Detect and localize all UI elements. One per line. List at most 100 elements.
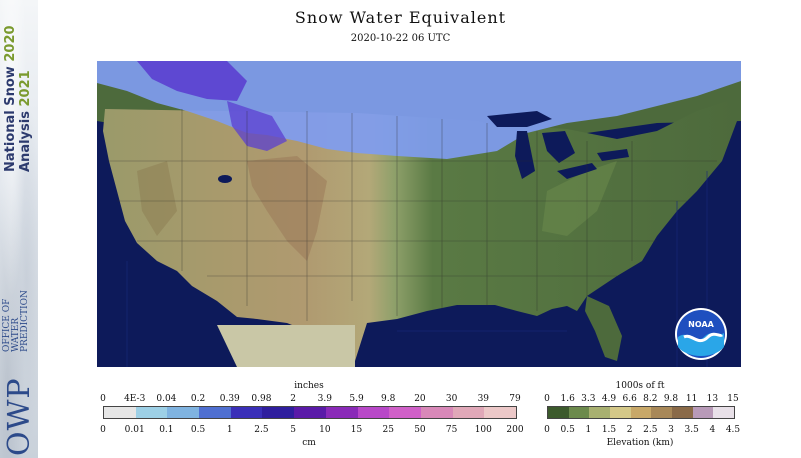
swe-inches-tick-label: 20: [414, 394, 426, 404]
snow-map: [97, 61, 741, 367]
swe-cm-tick-label: 25: [382, 425, 394, 435]
banner-line-2: Analysis 2021: [18, 70, 33, 172]
noaa-logo: NOAA: [675, 308, 727, 360]
elev-swatch: [589, 407, 611, 418]
elev-swatch: [610, 407, 631, 418]
swe-swatch: [357, 407, 390, 418]
banner-background: [0, 0, 38, 458]
swe-cm-tick-label: 75: [445, 425, 458, 435]
elev-km-tick-label: 3.5: [684, 425, 699, 435]
swe-cm-tick-label: 200: [506, 425, 524, 435]
swe-inches-tick-label: 0.04: [156, 394, 177, 404]
sierra-nevada: [137, 161, 177, 236]
swe-swatch: [167, 407, 200, 418]
swe-cm-tick-label: 0.01: [124, 425, 145, 435]
swe-cm-tick-label: 0.5: [190, 425, 206, 435]
swe-cm-tick-label: 0: [100, 425, 106, 435]
elev-color-bar: [547, 406, 735, 419]
elev-swatch: [630, 407, 652, 418]
swe-cm-ticks: 0 0.01 0.1 0.5 1 2.5 5 10 15 25 50 75 100 200: [100, 425, 523, 437]
elev-ft-ticks: 0 1.6 3.3 4.9 6.6 8.2 9.8 11 13 15: [544, 394, 739, 406]
elev-km-tick-label: 4: [709, 425, 716, 435]
swe-cm-tick-label: 100: [474, 425, 492, 435]
owp-logo: OWP: [2, 377, 37, 456]
swe-inches-tick-label: 5.9: [349, 394, 364, 404]
snow-cover-heavy-2: [227, 101, 287, 151]
lake-ontario: [597, 149, 629, 161]
map-svg: [97, 61, 741, 367]
swe-inches-tick-label: 3.9: [317, 394, 333, 404]
swe-inches-tick-label: 0: [100, 394, 106, 404]
elev-swatch: [692, 407, 714, 418]
swe-swatch: [484, 407, 516, 418]
elev-km-tick-label: 1: [585, 425, 592, 435]
elev-km-tick-label: 3: [668, 425, 674, 435]
elev-unit-ft: 1000s of ft: [615, 381, 665, 391]
swe-cm-tick-label: 15: [350, 425, 363, 435]
swe-inches-tick-label: 4E-3: [124, 394, 146, 404]
swe-swatch: [199, 407, 231, 418]
elev-swatch: [548, 407, 569, 418]
map-timestamp: 2020-10-22 06 UTC: [350, 33, 451, 44]
swe-inches-tick-label: 0.39: [219, 394, 240, 404]
elev-ft-tick-label: 6.6: [622, 394, 637, 404]
swe-cm-tick-label: 5: [290, 425, 297, 435]
swe-unit-inches: inches: [294, 381, 324, 391]
swe-cm-tick-label: 2.5: [254, 425, 269, 435]
swe-inches-tick-label: 2: [290, 394, 297, 404]
elev-km-tick-label: 2.5: [643, 425, 658, 435]
elev-ft-tick-label: 8.2: [643, 394, 658, 404]
swe-unit-cm: cm: [302, 438, 316, 448]
elev-km-tick-label: 1.5: [601, 425, 617, 435]
swe-color-bar: [103, 406, 517, 419]
elev-unit-km: Elevation (km): [606, 438, 674, 448]
state-boundaries: [107, 109, 717, 321]
swe-swatch: [262, 407, 295, 418]
swe-swatch: [389, 407, 421, 418]
swe-cm-tick-label: 50: [414, 425, 426, 435]
elev-swatch: [651, 407, 673, 418]
swe-cm-tick-label: 10: [319, 425, 331, 435]
elev-swatch: [672, 407, 693, 418]
elev-swatch: [568, 407, 590, 418]
banner-line-1: National Snow 2020: [3, 25, 18, 172]
elev-km-tick-label: 0: [544, 425, 550, 435]
lake-michigan: [515, 131, 535, 179]
swe-inches-tick-label: 30: [445, 394, 458, 404]
lake-superior: [487, 111, 552, 127]
elev-ft-tick-label: 13: [706, 394, 719, 404]
elev-ft-tick-label: 4.9: [601, 394, 617, 404]
swe-swatch: [452, 407, 485, 418]
map-title: Snow Water Equivalent: [294, 8, 507, 27]
elev-km-ticks: 0 0.5 1 1.5 2 2.5 3 3.5 4 4.5: [544, 425, 740, 437]
swe-cm-tick-label: 1: [226, 425, 233, 435]
elev-ft-tick-label: 1.6: [560, 394, 575, 404]
mexico-no-data: [217, 325, 355, 367]
swe-inches-ticks: 0 4E-3 0.04 0.2 0.39 0.98 2 3.9 5.9 9.8 20 30 39 79: [100, 394, 521, 406]
swe-inches-tick-label: 39: [477, 394, 490, 404]
swe-inches-tick-label: 0.2: [190, 394, 206, 404]
florida: [585, 296, 622, 361]
elev-km-tick-label: 2: [626, 425, 633, 435]
svg-text:NOAA: NOAA: [688, 320, 714, 329]
elev-ft-tick-label: 3.3: [581, 394, 596, 404]
elev-km-tick-label: 4.5: [725, 425, 741, 435]
swe-swatch: [104, 407, 136, 418]
swe-cm-tick-label: 0.1: [159, 425, 174, 435]
great-salt-lake: [218, 175, 232, 183]
swe-inches-tick-label: 79: [509, 394, 521, 404]
lake-huron: [542, 131, 575, 163]
elev-ft-tick-label: 0: [544, 394, 550, 404]
swe-inches-tick-label: 0.98: [251, 394, 272, 404]
swe-inches-tick-label: 9.8: [381, 394, 396, 404]
swe-swatch: [230, 407, 263, 418]
elev-ft-tick-label: 9.8: [663, 394, 679, 404]
elev-km-tick-label: 0.5: [560, 425, 575, 435]
swe-swatch: [135, 407, 168, 418]
swe-swatch: [420, 407, 453, 418]
swe-swatch: [325, 407, 358, 418]
snow-cover-light: [97, 61, 741, 159]
owp-subtitle: OFFICE OF WATER PREDICTION: [2, 290, 30, 352]
elev-swatch: [713, 407, 735, 418]
snow-cover-heavy: [137, 61, 247, 101]
